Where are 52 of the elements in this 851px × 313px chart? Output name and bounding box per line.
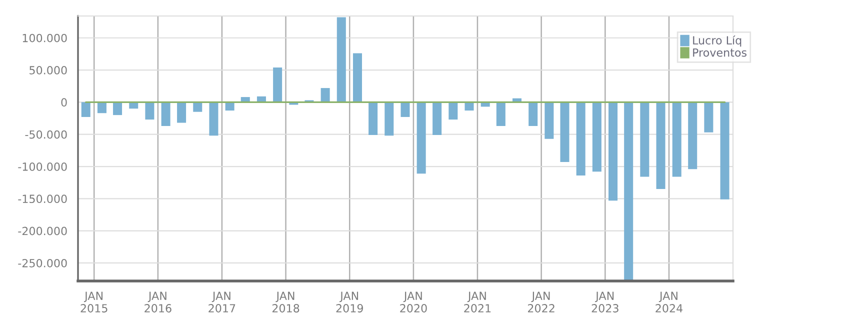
x-tick-label: JAN 2020 [400, 292, 427, 312]
x-tick-label: JAN 2018 [272, 292, 300, 312]
bar [656, 102, 666, 190]
bar [608, 102, 618, 201]
bar [161, 102, 170, 126]
bar [528, 102, 538, 126]
bar [97, 102, 106, 114]
bar [496, 102, 506, 126]
bar [209, 102, 218, 136]
bar [704, 102, 714, 132]
bar [448, 102, 458, 120]
y-tick-label: 100.000 [22, 34, 67, 42]
x-tick-label: JAN 2016 [144, 292, 172, 312]
bar [384, 102, 394, 136]
x-tick-label: JAN 2024 [656, 292, 682, 312]
y-tick-label: 50.000 [30, 66, 67, 74]
bar [177, 102, 186, 123]
bar [416, 102, 426, 174]
bar [720, 102, 730, 200]
y-tick-label: -250.000 [18, 258, 67, 268]
bar [81, 102, 90, 117]
bar [352, 53, 362, 102]
bar [368, 102, 378, 135]
bar [592, 102, 602, 172]
bar [400, 102, 410, 117]
bar [560, 102, 570, 162]
x-tick-label: JAN 2022 [528, 292, 554, 312]
bar [624, 102, 634, 281]
x-tick-label: JAN 2015 [80, 292, 108, 312]
bar [640, 102, 650, 177]
x-tick-label: JAN 2023 [592, 292, 618, 312]
bar [273, 67, 282, 102]
y-tick-label: -150.000 [18, 194, 67, 204]
bar [688, 102, 698, 170]
bar [672, 102, 682, 177]
y-tick-label: -200.000 [18, 226, 67, 236]
bar [432, 102, 442, 135]
bar [336, 17, 346, 102]
legend-label: Proventos [693, 48, 746, 57]
y-tick-label: 0 [61, 98, 67, 107]
x-tick-label: JAN 2017 [208, 292, 236, 312]
bar [193, 102, 202, 112]
bar [320, 88, 330, 102]
bar [145, 102, 154, 120]
x-tick-label: JAN 2019 [336, 292, 363, 312]
y-tick-label: -50.000 [25, 130, 67, 139]
bar [544, 102, 554, 139]
bar [576, 102, 586, 176]
x-tick-label: JAN 2021 [464, 292, 491, 312]
y-tick-label: -100.000 [18, 162, 67, 171]
legend-label: Lucro Líq [693, 35, 742, 47]
bar [113, 102, 122, 116]
